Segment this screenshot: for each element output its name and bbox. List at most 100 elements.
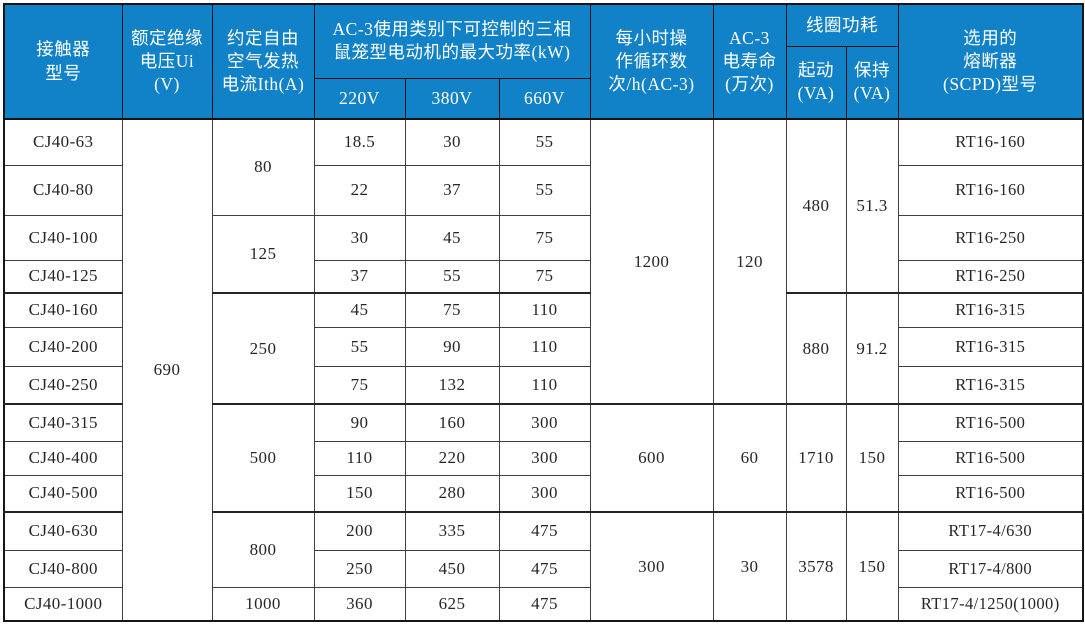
cell-thermal-current: 250: [211, 292, 315, 405]
col-header-220v: 220V: [313, 77, 406, 120]
cell-kw-220v: 37: [313, 259, 406, 294]
cell-model: CJ40-160: [3, 292, 123, 328]
cell-kw-660v: 75: [498, 259, 591, 294]
cell-model: CJ40-500: [3, 474, 123, 513]
cell-kw-380v: 90: [404, 326, 500, 367]
cell-kw-380v: 625: [404, 586, 500, 622]
col-header-insulation-voltage: 额定绝缘 电压Ui (V): [121, 3, 213, 120]
col-header-coil-power-group: 线圈功耗: [785, 3, 899, 47]
cell-fuse: RT16-500: [897, 403, 1084, 442]
col-header-fuse: 选用的 熔断器 (SCPD)型号: [897, 3, 1084, 120]
cell-kw-220v: 90: [313, 403, 406, 442]
cell-kw-660v: 300: [498, 440, 591, 476]
cell-fuse: RT16-250: [897, 214, 1084, 261]
cell-model: CJ40-63: [3, 118, 123, 166]
cell-fuse: RT16-160: [897, 164, 1084, 216]
cell-electrical-life: 60: [712, 403, 787, 513]
cell-coil-hold: 150: [845, 511, 899, 622]
cell-coil-hold: 150: [845, 403, 899, 513]
cell-kw-220v: 75: [313, 365, 406, 405]
cell-coil-start: 1710: [785, 403, 847, 513]
table-row: CJ40-160 250 45 75 110 880 91.2 RT16-315: [3, 292, 1084, 405]
cell-thermal-current: 125: [211, 214, 315, 294]
cell-thermal-current: 800: [211, 511, 315, 588]
cell-kw-380v: 75: [404, 292, 500, 328]
cell-fuse: RT16-250: [897, 259, 1084, 294]
cell-kw-380v: 55: [404, 259, 500, 294]
table-row: CJ40-80 22 37 55 RT16-160: [3, 164, 1084, 216]
col-header-kw-group: AC-3使用类别下可控制的三相 鼠笼型电动机的最大功率(kW): [313, 3, 591, 79]
col-header-coil-start: 起动 (VA): [785, 45, 847, 120]
cell-coil-start: 880: [785, 292, 847, 405]
cell-model: CJ40-315: [3, 403, 123, 442]
cell-kw-660v: 55: [498, 164, 591, 216]
cell-kw-220v: 360: [313, 586, 406, 622]
cell-fuse: RT17-4/1250(1000): [897, 586, 1084, 622]
cell-ops-per-hour: 600: [589, 403, 714, 513]
cell-kw-380v: 280: [404, 474, 500, 513]
cell-model: CJ40-1000: [3, 586, 123, 622]
cell-fuse: RT16-500: [897, 440, 1084, 476]
cell-thermal-current: 1000: [211, 586, 315, 622]
col-header-model: 接触器 型号: [3, 3, 123, 120]
table-row: CJ40-630 800 200 335 475 300 30 3578 150…: [3, 511, 1084, 622]
cell-coil-start: 480: [785, 118, 847, 294]
cell-kw-220v: 110: [313, 440, 406, 476]
cell-fuse: RT16-315: [897, 365, 1084, 405]
cell-kw-220v: 45: [313, 292, 406, 328]
cell-fuse: RT17-4/630: [897, 511, 1084, 551]
cell-model: CJ40-400: [3, 440, 123, 476]
header-row-2: 起动 (VA) 保持 (VA): [4, 45, 1083, 120]
cell-fuse: RT16-500: [897, 474, 1084, 513]
table-header: 接触器 型号 额定绝缘 电压Ui (V) 约定自由 空气发热 电流Ith(A) …: [3, 3, 1084, 120]
cell-fuse: RT16-315: [897, 326, 1084, 367]
cell-kw-220v: 55: [313, 326, 406, 367]
cell-fuse: RT17-4/800: [897, 549, 1084, 588]
cell-thermal-current: 80: [211, 118, 315, 216]
cell-kw-660v: 110: [498, 326, 591, 367]
cell-model: CJ40-125: [3, 259, 123, 294]
col-header-coil-hold: 保持 (VA): [845, 45, 899, 120]
cell-kw-660v: 110: [498, 365, 591, 405]
cell-kw-220v: 18.5: [313, 118, 406, 166]
cell-model: CJ40-200: [3, 326, 123, 367]
header-row-1: 接触器 型号 额定绝缘 电压Ui (V) 约定自由 空气发热 电流Ith(A) …: [3, 3, 1084, 120]
cell-kw-660v: 300: [498, 474, 591, 513]
cell-electrical-life: 30: [712, 511, 787, 622]
cell-kw-660v: 475: [498, 511, 591, 551]
cell-kw-660v: 75: [498, 214, 591, 261]
cell-kw-220v: 30: [313, 214, 406, 261]
cell-electrical-life: 120: [712, 118, 787, 405]
cell-model: CJ40-250: [3, 365, 123, 405]
table-row: CJ40-500 150 280 300 RT16-500: [3, 474, 1084, 513]
table-row: CJ40-63 690 80 18.5 30 55 1200 120 480 5…: [3, 118, 1084, 622]
contactor-spec-table: 接触器 型号 额定绝缘 电压Ui (V) 约定自由 空气发热 电流Ith(A) …: [3, 3, 1084, 622]
cell-coil-hold: 91.2: [845, 292, 899, 405]
col-header-660v: 660V: [498, 77, 591, 120]
cell-model: CJ40-800: [3, 549, 123, 588]
cell-insulation-voltage: 690: [121, 118, 213, 622]
cell-fuse: RT16-160: [897, 118, 1084, 166]
cell-coil-start: 3578: [785, 511, 847, 622]
col-header-ops-per-hour: 每小时操 作循环数 次/h(AC-3): [589, 3, 714, 120]
table-body: CJ40-63 690 80 18.5 30 55 1200 120 480 5…: [3, 118, 1084, 622]
cell-kw-380v: 132: [404, 365, 500, 405]
cell-model: CJ40-80: [3, 164, 123, 216]
table-row: CJ40-250 75 132 110 RT16-315: [3, 365, 1084, 405]
cell-kw-660v: 475: [498, 586, 591, 622]
cell-kw-380v: 220: [404, 440, 500, 476]
cell-coil-hold: 51.3: [845, 118, 899, 294]
cell-kw-660v: 55: [498, 118, 591, 166]
cell-kw-380v: 37: [404, 164, 500, 216]
cell-kw-660v: 475: [498, 549, 591, 588]
cell-kw-380v: 160: [404, 403, 500, 442]
header-row-3: 220V 380V 660V: [4, 77, 1083, 120]
cell-fuse: RT16-315: [897, 292, 1084, 328]
col-header-thermal-current: 约定自由 空气发热 电流Ith(A): [211, 3, 315, 120]
table-row: CJ40-125 37 55 75 RT16-250: [3, 259, 1084, 294]
cell-kw-660v: 110: [498, 292, 591, 328]
cell-ops-per-hour: 1200: [589, 118, 714, 405]
cell-kw-380v: 335: [404, 511, 500, 551]
cell-model: CJ40-100: [3, 214, 123, 261]
